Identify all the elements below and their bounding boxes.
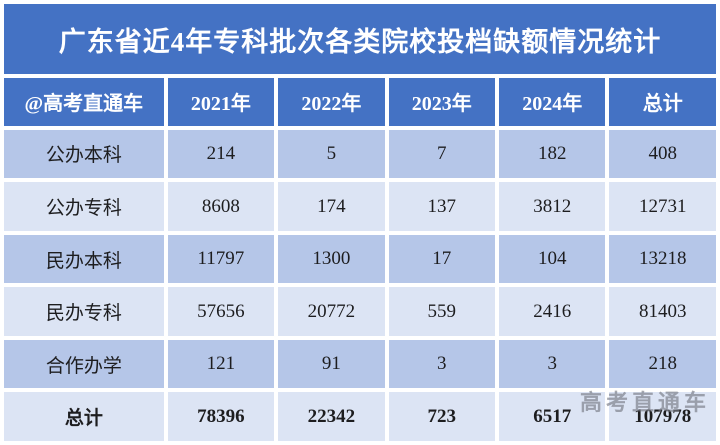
page-title: 广东省近4年专科批次各类院校投档缺额情况统计 — [4, 4, 716, 75]
row-label: 总计 — [4, 392, 164, 441]
table-cell: 104 — [498, 234, 606, 284]
table-cell: 1300 — [278, 234, 385, 284]
table-cell: 408 — [609, 129, 716, 179]
table-cell: 8608 — [167, 182, 275, 231]
table-cell: 13218 — [609, 234, 716, 284]
table-cell: 22342 — [278, 392, 385, 441]
table-cell: 174 — [278, 182, 385, 231]
table-cell: 11797 — [167, 234, 275, 284]
column-header-2023: 2023年 — [388, 78, 495, 126]
table-cell: 107978 — [609, 392, 716, 441]
row-label: 合作办学 — [4, 339, 164, 389]
table-cell: 218 — [609, 339, 716, 389]
table-row-total: 总计 78396 22342 723 6517 107978 — [4, 392, 716, 441]
table-cell: 6517 — [498, 392, 606, 441]
table-row-cooperative: 合作办学 121 91 3 3 218 — [4, 339, 716, 389]
row-label: 民办本科 — [4, 234, 164, 284]
table-cell: 78396 — [167, 392, 275, 441]
column-header-brand: @高考直通车 — [4, 78, 164, 126]
row-label: 公办本科 — [4, 129, 164, 179]
table-cell: 81403 — [609, 287, 716, 336]
table-cell: 91 — [278, 339, 385, 389]
column-header-total: 总计 — [609, 78, 716, 126]
table-cell: 3812 — [498, 182, 606, 231]
table-cell: 2416 — [498, 287, 606, 336]
table-cell: 20772 — [278, 287, 385, 336]
column-header-2024: 2024年 — [498, 78, 606, 126]
column-header-2022: 2022年 — [278, 78, 385, 126]
table-row-public-vocational: 公办专科 8608 174 137 3812 12731 — [4, 182, 716, 231]
column-header-2021: 2021年 — [167, 78, 275, 126]
table-cell: 121 — [167, 339, 275, 389]
table-cell: 17 — [388, 234, 495, 284]
table-cell: 214 — [167, 129, 275, 179]
table-cell: 5 — [278, 129, 385, 179]
row-label: 公办专科 — [4, 182, 164, 231]
table-row-private-vocational: 民办专科 57656 20772 559 2416 81403 — [4, 287, 716, 336]
table-cell: 3 — [388, 339, 495, 389]
table-row-private-undergrad: 民办本科 11797 1300 17 104 13218 — [4, 234, 716, 284]
row-label: 民办专科 — [4, 287, 164, 336]
table-cell: 7 — [388, 129, 495, 179]
table-row-public-undergrad: 公办本科 214 5 7 182 408 — [4, 129, 716, 179]
table-cell: 723 — [388, 392, 495, 441]
header-row: @高考直通车 2021年 2022年 2023年 2024年 总计 — [4, 78, 716, 126]
table-cell: 559 — [388, 287, 495, 336]
table-cell: 182 — [498, 129, 606, 179]
table-cell: 137 — [388, 182, 495, 231]
table-cell: 57656 — [167, 287, 275, 336]
table-cell: 3 — [498, 339, 606, 389]
table-cell: 12731 — [609, 182, 716, 231]
title-row: 广东省近4年专科批次各类院校投档缺额情况统计 — [4, 4, 716, 75]
